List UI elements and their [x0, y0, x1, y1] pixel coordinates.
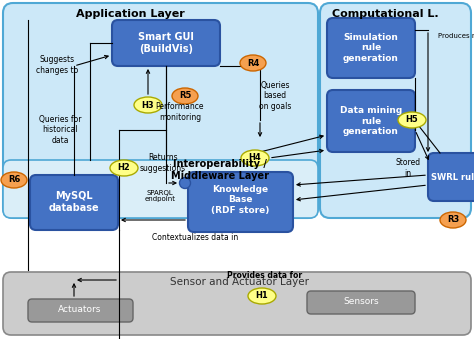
FancyBboxPatch shape: [320, 3, 471, 218]
Text: R6: R6: [8, 176, 20, 184]
Text: R5: R5: [179, 92, 191, 100]
Ellipse shape: [110, 160, 138, 176]
FancyBboxPatch shape: [188, 172, 293, 232]
Text: H1: H1: [255, 292, 268, 300]
Text: R3: R3: [447, 216, 459, 224]
Ellipse shape: [398, 112, 426, 128]
Text: H4: H4: [249, 154, 261, 162]
Ellipse shape: [1, 172, 27, 188]
Ellipse shape: [440, 212, 466, 228]
Text: Provides data for: Provides data for: [228, 271, 302, 279]
Text: R4: R4: [247, 59, 259, 67]
FancyBboxPatch shape: [327, 90, 415, 152]
FancyBboxPatch shape: [3, 3, 318, 218]
Text: Smart GUI
(BuildVis): Smart GUI (BuildVis): [138, 32, 194, 54]
Text: Actuators: Actuators: [58, 305, 102, 315]
Ellipse shape: [241, 150, 269, 166]
FancyBboxPatch shape: [30, 175, 118, 230]
Text: Application Layer: Application Layer: [76, 9, 184, 19]
Ellipse shape: [172, 88, 198, 104]
Text: Returns
suggestions: Returns suggestions: [140, 153, 186, 173]
Text: Queries
based
on goals: Queries based on goals: [259, 81, 291, 111]
Text: MySQL
database: MySQL database: [49, 191, 100, 213]
FancyBboxPatch shape: [327, 18, 415, 78]
Text: Sensor and Actuator Layer: Sensor and Actuator Layer: [171, 277, 310, 287]
Text: Data mining
rule
generation: Data mining rule generation: [340, 106, 402, 136]
Text: SWRL rule: SWRL rule: [430, 173, 474, 181]
Text: H5: H5: [406, 116, 419, 124]
Text: Queries for
historical
data: Queries for historical data: [39, 115, 81, 145]
Text: Stored
in: Stored in: [395, 158, 420, 178]
Text: H3: H3: [142, 100, 155, 109]
FancyBboxPatch shape: [3, 272, 471, 335]
Text: Simulation
rule
generation: Simulation rule generation: [343, 33, 399, 63]
Text: Interoperability /
Middleware Layer: Interoperability / Middleware Layer: [171, 159, 269, 181]
Ellipse shape: [180, 178, 191, 188]
Text: Suggests
changes to: Suggests changes to: [36, 55, 78, 75]
FancyBboxPatch shape: [112, 20, 220, 66]
Text: Knowledge
Base
(RDF store): Knowledge Base (RDF store): [211, 185, 269, 215]
FancyBboxPatch shape: [3, 160, 318, 218]
Text: Computational L.: Computational L.: [332, 9, 438, 19]
Ellipse shape: [240, 55, 266, 71]
Text: H2: H2: [118, 163, 130, 173]
Ellipse shape: [248, 288, 276, 304]
Text: Contextualizes data in: Contextualizes data in: [152, 233, 238, 241]
Text: SPARQL
endpoint: SPARQL endpoint: [145, 190, 175, 202]
Text: Produces ru: Produces ru: [438, 33, 474, 39]
Text: Performance
monitoring: Performance monitoring: [156, 102, 204, 122]
Text: Sensors: Sensors: [343, 298, 379, 306]
Ellipse shape: [134, 97, 162, 113]
FancyBboxPatch shape: [307, 291, 415, 314]
FancyBboxPatch shape: [428, 153, 474, 201]
FancyBboxPatch shape: [28, 299, 133, 322]
